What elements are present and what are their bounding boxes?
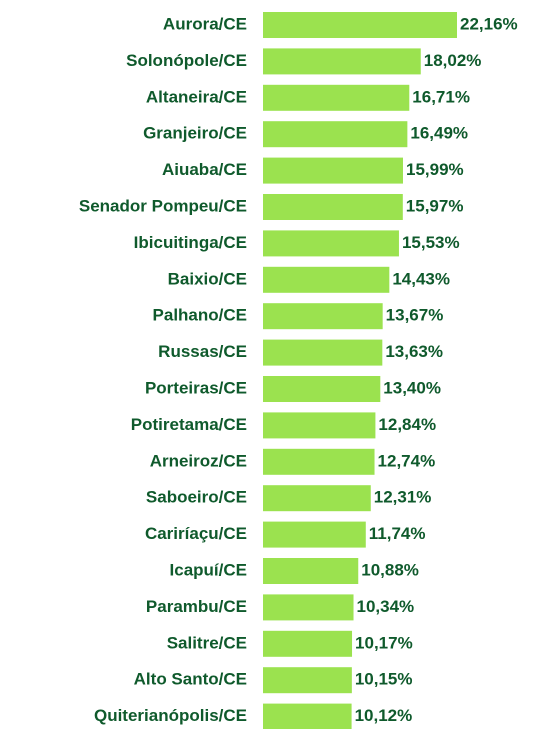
value-label: 13,63% — [385, 342, 443, 361]
category-label: Altaneira/CE — [146, 87, 247, 106]
bar — [263, 157, 403, 184]
value-label: 22,16% — [460, 14, 518, 33]
bar — [263, 412, 376, 439]
value-label: 16,49% — [410, 124, 468, 143]
category-label: Arneiroz/CE — [150, 451, 247, 470]
bar — [263, 12, 457, 38]
category-label: Parambu/CE — [146, 597, 247, 616]
value-label: 10,15% — [355, 670, 413, 689]
value-label: 12,74% — [378, 451, 436, 470]
bar — [263, 84, 410, 111]
bar — [263, 521, 366, 548]
category-label: Potiretama/CE — [131, 415, 247, 434]
bar — [263, 630, 353, 657]
bar — [263, 667, 352, 694]
category-label: Aiuaba/CE — [162, 160, 247, 179]
bar — [263, 48, 421, 75]
value-label: 14,43% — [392, 269, 450, 288]
bar — [263, 303, 383, 330]
bar — [263, 448, 375, 475]
category-label: Porteiras/CE — [145, 378, 247, 397]
bar — [263, 485, 371, 512]
category-label: Alto Santo/CE — [134, 670, 247, 689]
bar — [263, 230, 399, 257]
category-label: Senador Pompeu/CE — [79, 196, 247, 215]
value-label: 11,74% — [369, 524, 426, 543]
value-label: 16,71% — [412, 87, 470, 106]
value-label: 15,97% — [406, 196, 464, 215]
bar — [263, 339, 383, 366]
value-label: 18,02% — [424, 51, 482, 70]
bar — [263, 194, 403, 220]
bar — [263, 376, 381, 402]
category-label: Palhano/CE — [153, 306, 247, 325]
bar — [263, 594, 354, 621]
category-label: Aurora/CE — [163, 14, 247, 33]
category-label: Russas/CE — [158, 342, 247, 361]
value-label: 10,88% — [361, 560, 419, 579]
category-label: Cariríaçu/CE — [145, 524, 247, 543]
value-label: 10,12% — [355, 706, 413, 725]
bar — [263, 703, 352, 729]
bar — [263, 266, 390, 293]
category-label: Saboeiro/CE — [146, 488, 247, 507]
value-label: 13,40% — [383, 378, 441, 397]
category-label: Quiterianópolis/CE — [94, 706, 247, 725]
value-label: 12,84% — [378, 415, 436, 434]
category-label: Baixio/CE — [168, 269, 247, 288]
value-label: 10,17% — [355, 633, 413, 652]
value-label: 13,67% — [386, 306, 444, 325]
value-label: 15,53% — [402, 233, 460, 252]
value-label: 10,34% — [357, 597, 415, 616]
category-label: Ibicuitinga/CE — [134, 233, 247, 252]
value-label: 15,99% — [406, 160, 464, 179]
bar — [263, 558, 359, 584]
category-label: Salitre/CE — [167, 633, 247, 652]
category-label: Granjeiro/CE — [143, 124, 247, 143]
category-label: Solonópole/CE — [126, 51, 247, 70]
value-label: 12,31% — [374, 488, 432, 507]
category-label: Icapuí/CE — [170, 560, 247, 579]
bar — [263, 121, 408, 148]
